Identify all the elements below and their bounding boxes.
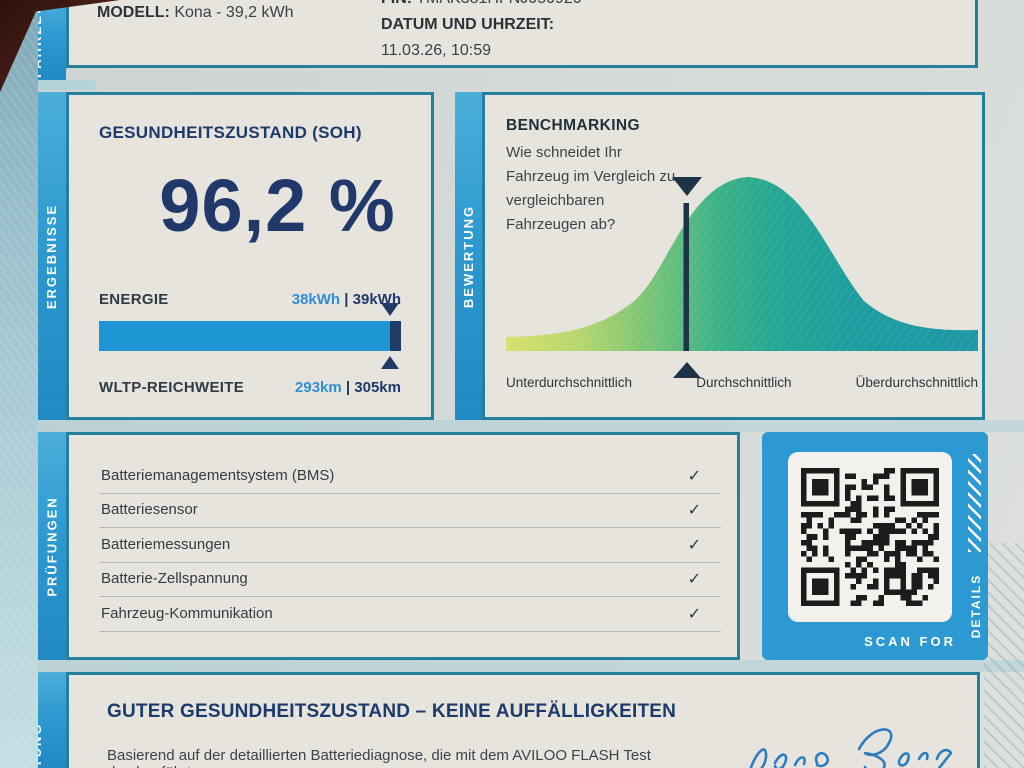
summary-title: GUTER GESUNDHEITSZUSTAND – KEINE AUFFÄLL… [107,701,677,722]
bell-curve-chart [506,177,978,378]
vin-datetime-block: FIN: TMAK381HFNJ050920 DATUM UND UHRZEIT… [381,0,582,60]
vehicle-marker-line [683,203,689,351]
check-label: Batteriemanagementsystem (BMS) [101,466,335,484]
vehicle-panel: MODELL: Kona - 39,2 kWh FIN: TMAK381HFNJ… [66,0,978,68]
vehicle-marker-bottom-icon [673,362,701,378]
paper-band [38,660,1024,672]
check-label: Batterie-Zellspannung [101,570,248,587]
value-separator: | [345,379,351,396]
details-label-wrap: DETAILS [967,560,985,652]
check-label: Batteriesensor [101,501,198,518]
check-row: Batteriemessungen ✓ [99,528,721,563]
section-tab-pruefungen: PRÜFUNGEN [38,432,66,660]
soh-bar-fill [99,321,401,351]
section-tab-fahrzeug-label: FAHRZEUG [38,0,44,78]
paper-left-margin [0,0,38,768]
check-row: Fahrzeug-Kommunikation ✓ [99,597,721,632]
checkmark-icon: ✓ [687,536,701,554]
section-tab-bewertung-label: BEWERTUNG [461,204,476,308]
checkmark-icon: ✓ [687,467,701,485]
section-tab-fahrzeug: FAHRZEUG [38,0,66,80]
fin-label: FIN: [381,0,412,7]
fin-line: FIN: TMAK381HFNJ050920 [381,0,582,8]
wltp-original: 305km [354,379,401,396]
benchmark-question-line: vergleichbaren [506,192,605,209]
datetime-label: DATUM UND UHRZEIT: [381,16,555,33]
benchmark-title: BENCHMARKING [506,117,640,134]
check-label: Fahrzeug-Kommunikation [101,604,273,622]
details-label: DETAILS [969,573,984,639]
wltp-current: 293km [295,379,342,396]
axis-label-average: Durchschnittlich [696,375,792,390]
benchmark-question: Wie schneidet Ihr Fahrzeug im Vergleich … [506,141,675,237]
checkmark-icon: ✓ [687,571,701,588]
wltp-values: 293km | 305km [295,379,401,396]
checks-panel: Batteriemanagementsystem (BMS) ✓ Batteri… [66,432,740,660]
axis-label-below-average: Unterdurchschnittlich [506,375,633,390]
paper-band [38,420,1024,432]
soh-title: GESUNDHEITSZUSTAND (SOH) [99,123,362,142]
check-row: Batteriemanagementsystem (BMS) ✓ [99,459,721,494]
summary-body: Basierend auf der detaillierten Batterie… [107,747,651,768]
check-label: Batteriemessungen [101,535,231,553]
benchmark-panel: BENCHMARKING Wie schneidet Ihr Fahrzeug … [482,92,985,420]
section-tab-bewertung: BEWERTUNG [455,92,482,420]
wltp-label: WLTP-REICHWEITE [99,379,245,396]
soh-marker-bottom-icon [380,356,399,369]
paper-corner-hatch [984,543,1024,768]
check-list: Batteriemanagementsystem (BMS) ✓ Batteri… [69,459,737,632]
soh-marker-top-icon [380,303,399,316]
soh-value: 96,2 % [159,164,396,247]
section-tab-begutachtung-label: BEGUTACHTUNG [38,722,44,768]
model-line: MODELL: Kona - 39,2 kWh [97,4,294,22]
soh-bar [99,303,401,369]
hatch-lines-icon [968,454,981,552]
bell-curve-texture [506,177,978,351]
wltp-row: WLTP-REICHWEITE 293km | 305km [99,379,401,396]
energy-row: ENERGIE 38kWh | 39kWh [99,291,401,308]
vehicle-marker-top-icon [672,177,702,196]
model-label: MODELL: [97,4,170,21]
section-tab-ergebnisse-label: ERGEBNISSE [44,203,60,309]
model-value: Kona - 39,2 kWh [174,4,294,21]
signature [749,728,953,768]
check-row: Batteriesensor ✓ [99,494,721,528]
benchmark-question-line: Fahrzeugen ab? [506,216,616,233]
energy-current: 38kWh [291,291,341,308]
fin-value: TMAK381HFNJ050920 [416,0,581,7]
benchmark-question-line: Fahrzeug im Vergleich zu [506,168,676,185]
benchmark-question-line: Wie schneidet Ihr [506,144,622,161]
datetime-value: 11.03.26, 10:59 [381,42,492,59]
soh-bar-remainder [389,321,401,351]
energy-label: ENERGIE [99,291,169,308]
check-row: Batterie-Zellspannung ✓ [99,563,721,597]
qr-code-box [788,452,952,622]
qr-code [801,468,939,606]
paper-band [38,80,96,90]
soh-panel: GESUNDHEITSZUSTAND (SOH) 96,2 % ENERGIE … [66,92,434,420]
section-tab-begutachtung: BEGUTACHTUNG [38,672,66,768]
scan-for-label: SCAN FOR [864,634,956,649]
section-tab-ergebnisse: ERGEBNISSE [38,92,66,420]
qr-panel: SCAN FOR DETAILS [762,432,988,660]
summary-panel: GUTER GESUNDHEITSZUSTAND – KEINE AUFFÄLL… [66,672,980,768]
checkmark-icon: ✓ [687,605,701,623]
value-separator: | [344,291,349,308]
benchmark-axis: Unterdurchschnittlich Durchschnittlich Ü… [506,375,978,390]
checkmark-icon: ✓ [687,502,701,519]
section-tab-pruefungen-label: PRÜFUNGEN [44,495,60,597]
axis-label-above-average: Überdurchschnittlich [855,375,978,390]
